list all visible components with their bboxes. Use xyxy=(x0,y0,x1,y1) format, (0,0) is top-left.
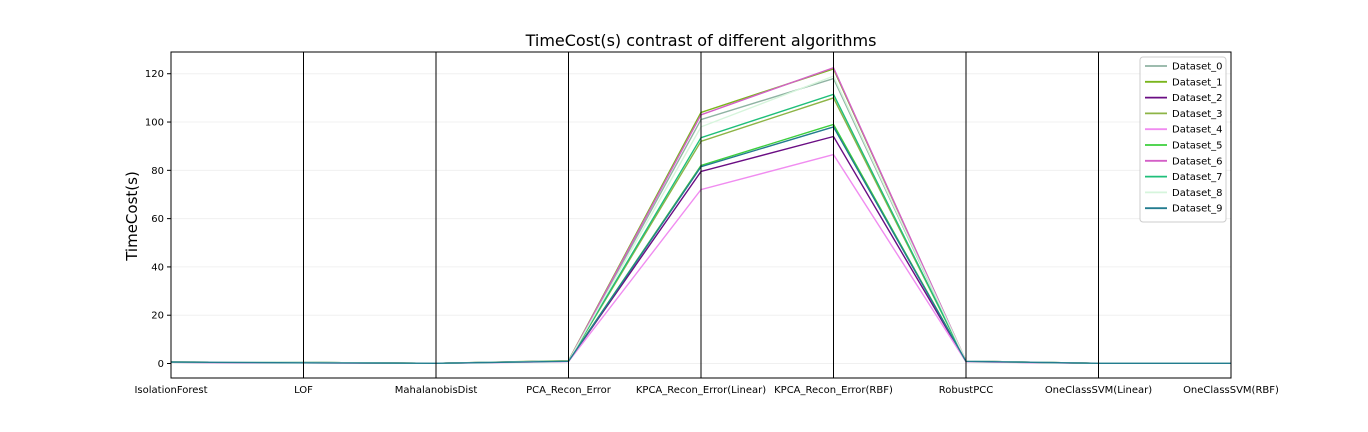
legend-label-Dataset_2: Dataset_2 xyxy=(1172,93,1223,104)
plot-frame xyxy=(170,51,1232,379)
x-tick-label-3: PCA_Recon_Error xyxy=(526,385,612,396)
x-tick-label-6: RobustPCC xyxy=(939,385,993,396)
legend-label-Dataset_0: Dataset_0 xyxy=(1172,62,1223,73)
chart-title: TimeCost(s) contrast of different algori… xyxy=(525,31,877,50)
legend: Dataset_0 Dataset_1 Dataset_2 Dataset_3 Data… xyxy=(1139,56,1227,223)
legend-label-Dataset_3: Dataset_3 xyxy=(1172,109,1223,120)
y-tick-label-40: 40 xyxy=(151,262,164,273)
y-axis-label: TimeCost(s) xyxy=(123,171,141,262)
legend-label-Dataset_1: Dataset_1 xyxy=(1172,77,1223,88)
y-tick-label-100: 100 xyxy=(145,118,164,129)
y-tick-label-20: 20 xyxy=(151,311,164,322)
legend-label-Dataset_9: Dataset_9 xyxy=(1172,204,1223,215)
x-tick-label-0: IsolationForest xyxy=(134,385,207,396)
legend-label-Dataset_6: Dataset_6 xyxy=(1172,156,1223,167)
x-tick-label-1: LOF xyxy=(294,385,313,396)
x-tick-label-5: KPCA_Recon_Error(RBF) xyxy=(774,385,893,396)
x-tick-label-7: OneClassSVM(Linear) xyxy=(1045,385,1152,396)
legend-label-Dataset_7: Dataset_7 xyxy=(1172,172,1223,183)
x-tick-label-8: OneClassSVM(RBF) xyxy=(1183,385,1279,396)
y-tick-label-0: 0 xyxy=(158,359,164,370)
x-tick-label-2: MahalanobisDist xyxy=(395,385,478,396)
y-tick-label-120: 120 xyxy=(145,69,164,80)
legend-label-Dataset_8: Dataset_8 xyxy=(1172,188,1223,199)
x-tick-label-4: KPCA_Recon_Error(Linear) xyxy=(636,385,766,396)
y-tick-label-80: 80 xyxy=(151,166,164,177)
legend-label-Dataset_5: Dataset_5 xyxy=(1172,141,1223,152)
y-tick-label-60: 60 xyxy=(151,214,164,225)
axis-layer: IsolationForest LOF MahalanobisDist PCA_Rec… xyxy=(134,51,1279,396)
legend-label-Dataset_4: Dataset_4 xyxy=(1172,125,1223,136)
